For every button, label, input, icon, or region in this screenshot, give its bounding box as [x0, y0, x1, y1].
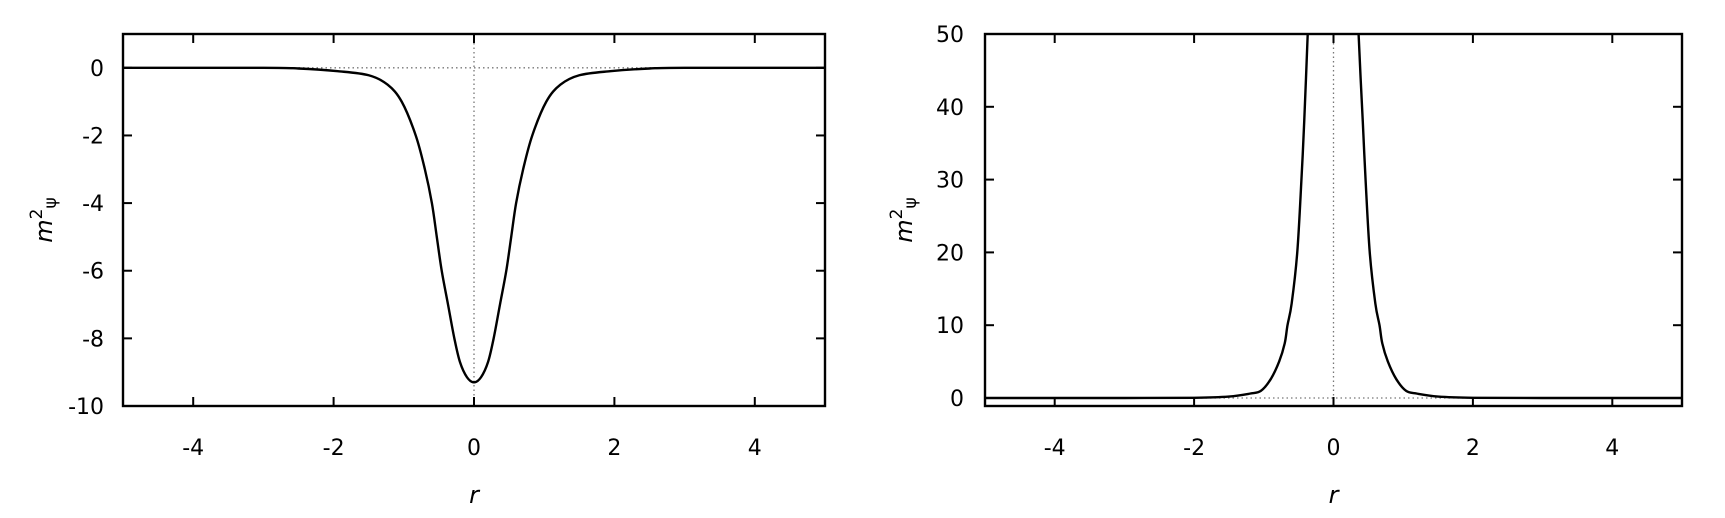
x-tick-label: 0: [1327, 436, 1341, 461]
x-tick-label: 0: [467, 436, 481, 461]
y-axis-label-sub: ψ: [41, 197, 61, 208]
x-tick-label: -4: [182, 436, 204, 461]
x-tick-label: 4: [748, 436, 762, 461]
y-tick-label: -10: [68, 395, 104, 420]
x-tick-label: 4: [1605, 436, 1619, 461]
x-tick-label: -2: [1183, 436, 1205, 461]
y-tick-label: 30: [936, 169, 964, 194]
series-line-0: [123, 66, 825, 384]
series-line-0: [985, 34, 1309, 400]
y-axis-label-sup: 2: [887, 209, 907, 220]
y-axis-label: m2ψ: [27, 197, 61, 242]
y-axis-label: m2ψ: [887, 197, 921, 242]
y-tick-label: 50: [936, 23, 964, 48]
y-axis-label-sup: 2: [27, 209, 47, 220]
y-tick-label: -4: [82, 192, 104, 217]
x-tick-label: -2: [323, 436, 345, 461]
series-group: [985, 34, 1682, 400]
x-tick-label: -4: [1044, 436, 1066, 461]
y-tick-label: -6: [82, 260, 104, 285]
x-axis-label: r: [1329, 481, 1341, 509]
y-tick-label: 20: [936, 241, 964, 266]
y-axis-label-base: m: [30, 219, 58, 242]
y-axis-label-base: m: [890, 219, 918, 242]
x-tick-label: 2: [1466, 436, 1480, 461]
series-group: [123, 66, 825, 384]
y-axis-label-sub: ψ: [901, 197, 921, 208]
y-tick-label: 0: [90, 57, 104, 82]
y-tick-label: -2: [82, 124, 104, 149]
series-line-1: [1357, 34, 1682, 400]
y-tick-label: -8: [82, 327, 104, 352]
y-tick-label: 0: [950, 387, 964, 412]
x-axis-label: r: [469, 481, 481, 509]
y-tick-label: 10: [936, 314, 964, 339]
x-tick-label: 2: [607, 436, 621, 461]
y-tick-label: 40: [936, 96, 964, 121]
